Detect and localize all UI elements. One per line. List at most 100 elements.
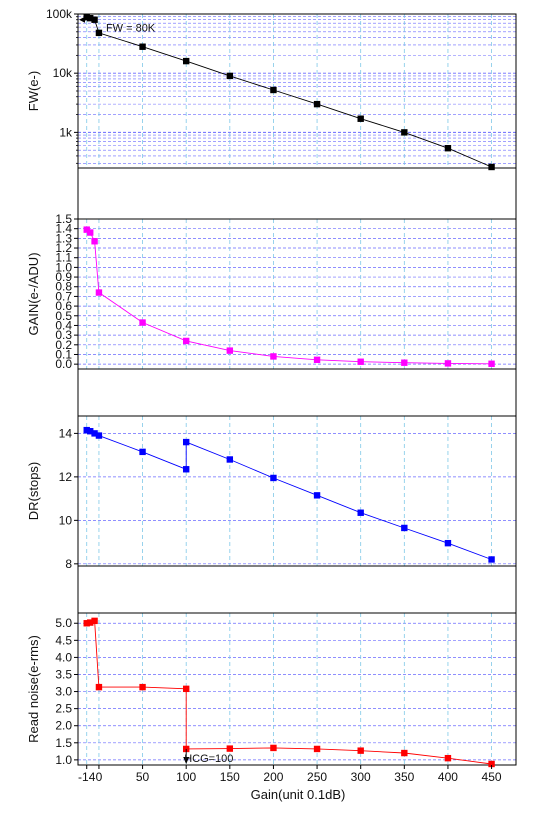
data-point — [91, 238, 98, 245]
data-point — [357, 115, 364, 122]
x-tick-label: 450 — [482, 770, 502, 784]
data-point — [401, 749, 408, 757]
y-tick-label: 2.0 — [55, 719, 72, 733]
y-axis-label: FW(e-) — [26, 71, 41, 111]
data-point — [226, 347, 234, 354]
y-tick-label: 0.9 — [55, 270, 72, 284]
y-tick-label: 1.5 — [55, 736, 72, 750]
data-point — [95, 29, 103, 37]
x-tick-label: -14 — [78, 770, 96, 784]
data-point — [226, 456, 234, 463]
data-point — [83, 14, 90, 21]
y-tick-label: 8 — [65, 557, 72, 571]
y-tick-label: 0.1 — [55, 347, 72, 361]
y-tick-label: 1.2 — [55, 241, 72, 255]
y-tick-label: 1.4 — [55, 222, 72, 236]
data-point — [488, 556, 495, 563]
data-point — [357, 358, 364, 365]
x-tick-label: 50 — [136, 770, 150, 784]
series-line — [86, 16, 492, 168]
y-axis-label: Read noise(e-rms) — [26, 635, 41, 743]
x-tick-label: 300 — [351, 770, 371, 784]
y-tick-label: 1.0 — [55, 260, 72, 274]
data-point — [444, 754, 452, 762]
data-point — [83, 226, 90, 233]
x-tick-label: 250 — [307, 770, 327, 784]
data-point — [488, 760, 495, 768]
y-tick-label: 0.5 — [55, 309, 72, 323]
data-point — [95, 432, 103, 439]
data-point — [139, 683, 146, 691]
data-point — [488, 360, 495, 367]
x-tick-label: 200 — [263, 770, 283, 784]
series-line — [86, 620, 492, 765]
x-tick-label: 350 — [394, 770, 414, 784]
data-point — [270, 744, 277, 752]
y-tick-label: 0.0 — [55, 357, 72, 371]
panel-noise: 1.0 1.5 2.0 2.5 3.0 3.5 4.0 4.5 5.0 Read noise(e-… — [26, 612, 517, 768]
data-point — [444, 145, 452, 152]
data-point — [95, 683, 103, 691]
data-point — [87, 428, 94, 435]
y-tick-label: 0.2 — [55, 338, 72, 352]
data-point — [444, 360, 452, 367]
panel-dr: 8 10 12 14 DR(stops) — [26, 415, 517, 571]
y-tick-label: 12 — [59, 470, 73, 484]
x-tick-label: 150 — [220, 770, 240, 784]
annotation-hcg: HCG=100 — [184, 753, 233, 765]
data-point — [139, 448, 146, 456]
y-tick-label: 0.6 — [55, 299, 72, 313]
data-point — [313, 745, 321, 753]
y-tick-label: 100k — [46, 7, 73, 21]
data-point — [182, 337, 190, 345]
y-tick-label: 0.3 — [55, 328, 72, 342]
data-point — [270, 353, 277, 360]
panel-gap-frame — [77, 368, 517, 417]
y-tick-label: 4.5 — [55, 633, 72, 647]
y-axis-label: DR(stops) — [26, 462, 41, 521]
data-point — [95, 289, 103, 296]
data-point — [91, 617, 98, 625]
y-tick-label: 1.5 — [55, 212, 72, 226]
data-point — [270, 474, 277, 482]
data-point — [83, 426, 90, 434]
panel-fw: 1k 10k 100k FW(e-) FW = 80K — [26, 7, 517, 171]
data-point — [401, 359, 408, 366]
y-tick-label: 1.0 — [55, 753, 72, 767]
data-point — [182, 57, 190, 65]
data-point — [444, 539, 452, 547]
series-line — [86, 429, 492, 560]
data-point — [91, 430, 98, 437]
data-point — [488, 163, 495, 171]
data-point — [182, 438, 190, 446]
y-tick-label: 1.1 — [55, 251, 72, 265]
panel-gap-frame — [77, 565, 517, 614]
y-tick-label: 0.4 — [55, 318, 72, 332]
y-axis-label: GAIN(e-/ADU) — [26, 252, 41, 335]
data-point — [401, 129, 408, 136]
y-tick-label: 0.8 — [55, 280, 72, 294]
plot-frame — [77, 218, 517, 370]
y-tick-label: 3.5 — [55, 667, 72, 681]
data-point — [270, 86, 277, 94]
data-point — [182, 685, 190, 693]
plot-frame — [77, 612, 517, 766]
data-point — [182, 466, 190, 473]
data-point — [313, 356, 321, 364]
y-tick-label: 2.5 — [55, 702, 72, 716]
data-point — [139, 43, 146, 50]
x-tick-label: 400 — [438, 770, 458, 784]
y-tick-label: 4.0 — [55, 650, 72, 664]
annotation-fw: FW = 80K — [106, 23, 156, 35]
plot-frame — [77, 415, 517, 567]
data-point — [226, 72, 234, 80]
data-point — [313, 100, 321, 108]
y-tick-label: 10 — [59, 513, 73, 527]
panel-gain: 0.00.10.20.30.40.50.60.70.80.91.01.11.21… — [26, 212, 517, 371]
x-tick-label: 0 — [96, 770, 103, 784]
data-point — [83, 620, 90, 627]
data-point — [357, 747, 364, 754]
y-tick-label: 14 — [59, 426, 73, 440]
y-tick-label: 1.3 — [55, 231, 72, 245]
